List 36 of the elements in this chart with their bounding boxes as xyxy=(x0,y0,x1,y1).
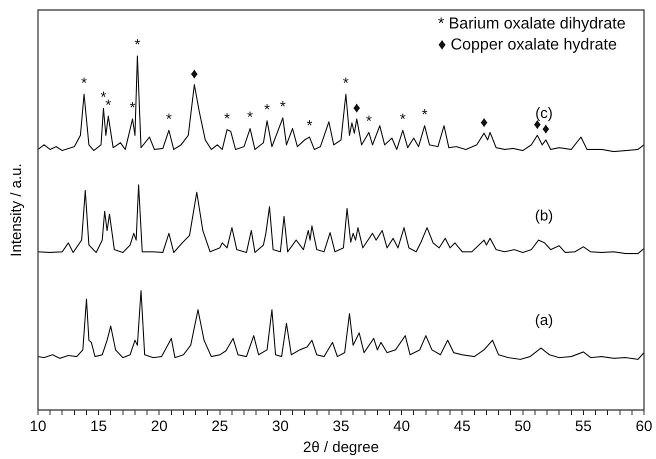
x-tick-label: 10 xyxy=(30,418,46,436)
series-label: (a) xyxy=(534,312,554,330)
x-tick-label: 55 xyxy=(575,418,592,436)
annotation: * xyxy=(130,100,136,117)
x-axis-title: 2θ / degree xyxy=(303,439,379,456)
x-tick-label: 50 xyxy=(514,418,532,436)
annotation: * xyxy=(105,96,112,114)
x-tick-label: 40 xyxy=(393,418,410,436)
y-axis-title: Intensity / a.u. xyxy=(8,163,26,257)
annotation: * xyxy=(280,98,286,116)
annotation: * xyxy=(306,118,313,135)
x-tick-label: 45 xyxy=(454,418,471,436)
annotation: * xyxy=(224,110,230,128)
annotation: * xyxy=(81,74,88,92)
annotation: ♦ xyxy=(480,114,488,131)
annotation: ♦ xyxy=(190,65,199,82)
annotation: * xyxy=(366,113,372,130)
annotation: ♦ xyxy=(352,100,361,117)
annotation: * xyxy=(134,36,140,54)
annotation: * xyxy=(422,106,428,124)
x-tick-label: 30 xyxy=(272,418,289,436)
annotation: ♦ xyxy=(542,120,550,138)
x-tick-label: 35 xyxy=(332,418,350,436)
annotation: * xyxy=(247,109,254,126)
series-label: (b) xyxy=(534,207,554,224)
x-tick-label: 15 xyxy=(90,418,107,436)
text: * Barium oxalate dihydrate xyxy=(438,15,626,32)
text: ♦ Copper oxalate hydrate xyxy=(438,36,617,54)
x-tick-label: 25 xyxy=(211,418,228,436)
annotation: * xyxy=(342,74,349,92)
annotation: * xyxy=(100,89,107,106)
x-tick-label: 20 xyxy=(150,418,168,436)
x-tick-label: 60 xyxy=(636,418,652,436)
annotation: * xyxy=(400,110,406,128)
annotation: * xyxy=(166,110,172,128)
annotation: * xyxy=(264,101,270,118)
